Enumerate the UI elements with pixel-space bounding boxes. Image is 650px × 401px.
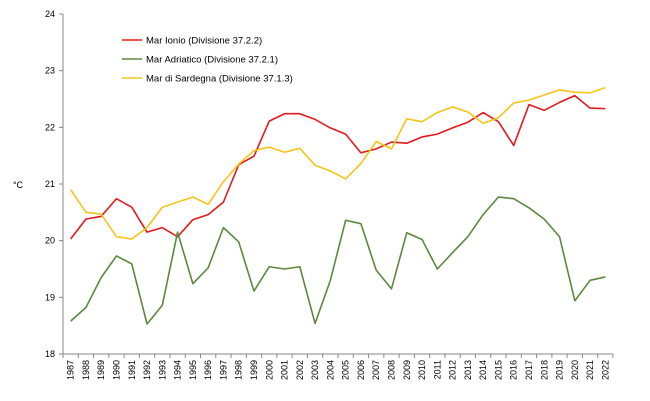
y-tick-label: 21 [45,179,55,189]
x-tick-label: 2016 [509,360,519,380]
series-line-2 [70,196,606,325]
x-tick-label: 2007 [371,360,381,380]
legend-label: Mar di Sardegna (Divisione 37.1.3) [146,74,293,85]
x-tick-label: 2015 [493,360,503,380]
x-tick-label: 1993 [157,360,167,380]
x-tick-label: 2002 [295,360,305,380]
x-tick-label: 2011 [432,360,442,379]
y-tick-label: 22 [45,122,55,132]
x-tick-label: 1994 [173,360,183,380]
legend: Mar Ionio (Divisione 37.2.2) Mar Adriatic… [122,36,293,85]
x-tick-label: 1999 [249,360,259,380]
y-tick-label: 20 [45,236,55,246]
y-tick-label: 19 [45,292,55,302]
x-tick-label: 2013 [463,360,473,380]
series-lines [69,86,606,325]
x-tick-label: 2018 [539,360,549,380]
legend-label: Mar Adriatico (Divisione 37.2.1) [146,55,278,66]
series-line-3 [69,86,606,240]
x-tick-label: 2004 [325,360,335,380]
x-tick-label: 1996 [203,360,213,380]
x-tick-label: 2020 [570,360,580,380]
x-tick-label: 1997 [218,360,228,380]
x-tick-label: 1992 [142,360,152,380]
x-tick-label: 1995 [188,360,198,380]
x-tick-label: 2008 [386,360,396,380]
x-tick-label: 1987 [66,360,76,380]
x-tick-label: 2012 [448,360,458,380]
x-tick-label: 2022 [600,360,610,380]
x-tick-label: 1989 [96,360,106,380]
y-tick-label: 23 [45,66,55,76]
x-tick-label: 1988 [81,360,91,380]
legend-label: Mar Ionio (Divisione 37.2.2) [146,36,262,47]
x-tick-label: 2021 [585,360,595,380]
y-axis-label: °C [13,180,24,190]
x-tick-label: 2010 [417,360,427,380]
x-tick-label: 2006 [356,360,366,380]
x-tick-label: 2001 [280,360,290,380]
x-tick-label: 1998 [234,360,244,380]
y-tick-label: 18 [45,349,55,359]
x-tick-label: 2005 [341,360,351,380]
x-tick-label: 2019 [555,360,565,380]
y-tick-label: 24 [45,9,55,19]
x-tick-label: 2000 [264,360,274,380]
x-tick-label: 2014 [478,360,488,380]
x-tick-label: 1990 [111,360,121,380]
x-tick-label: 2017 [524,360,534,380]
x-tick-label: 1991 [127,360,137,380]
series-line-1 [70,94,606,240]
x-tick-label: 2003 [310,360,320,380]
x-tick-label: 2009 [402,360,412,380]
